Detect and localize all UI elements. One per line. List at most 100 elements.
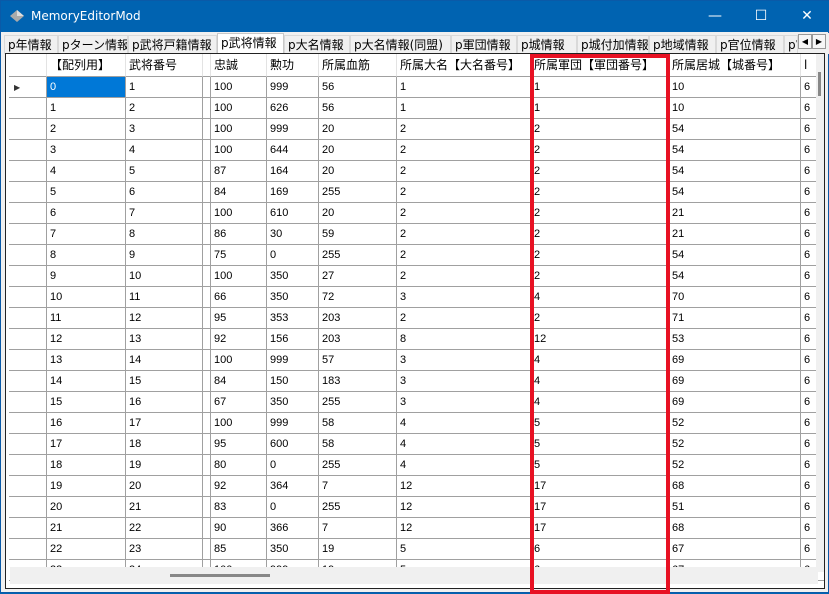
table-cell[interactable] <box>203 119 211 140</box>
table-cell[interactable]: 10 <box>47 287 126 308</box>
table-cell[interactable]: 56 <box>319 77 397 98</box>
row-header[interactable] <box>9 455 47 476</box>
table-cell[interactable]: 6 <box>801 77 824 98</box>
row-header[interactable]: ▶ <box>9 77 47 98</box>
table-cell[interactable]: 100 <box>211 98 267 119</box>
tab-6[interactable]: p軍団情報 <box>451 35 517 54</box>
table-cell[interactable]: 6 <box>801 392 824 413</box>
tab-11[interactable]: p官 <box>784 35 798 54</box>
tab-7[interactable]: p城情報 <box>517 35 577 54</box>
row-header[interactable] <box>9 392 47 413</box>
table-cell[interactable]: 0 <box>267 455 319 476</box>
table-cell[interactable]: 203 <box>319 308 397 329</box>
table-cell[interactable]: 1 <box>397 77 531 98</box>
table-cell[interactable]: 1 <box>47 98 126 119</box>
table-cell[interactable]: 52 <box>669 434 801 455</box>
table-cell[interactable]: 57 <box>319 350 397 371</box>
table-cell[interactable]: 100 <box>211 77 267 98</box>
table-cell[interactable]: 13 <box>47 350 126 371</box>
table-cell[interactable]: 2 <box>397 182 531 203</box>
table-cell[interactable]: 3 <box>397 350 531 371</box>
table-cell[interactable] <box>203 224 211 245</box>
column-header[interactable] <box>203 54 211 77</box>
row-header[interactable] <box>9 413 47 434</box>
table-cell[interactable]: 3 <box>397 371 531 392</box>
table-cell[interactable]: 6 <box>126 182 203 203</box>
table-cell[interactable]: 100 <box>211 266 267 287</box>
table-cell[interactable]: 18 <box>126 434 203 455</box>
table-cell[interactable]: 6 <box>801 434 824 455</box>
table-cell[interactable]: 6 <box>801 245 824 266</box>
table-cell[interactable]: 4 <box>397 434 531 455</box>
table-cell[interactable]: 86 <box>211 224 267 245</box>
table-cell[interactable]: 11 <box>47 308 126 329</box>
table-cell[interactable]: 9 <box>126 245 203 266</box>
table-cell[interactable]: 8 <box>397 329 531 350</box>
row-header[interactable] <box>9 371 47 392</box>
table-cell[interactable]: 21 <box>47 518 126 539</box>
table-cell[interactable]: 5 <box>47 182 126 203</box>
table-cell[interactable]: 69 <box>669 350 801 371</box>
table-cell[interactable]: 27 <box>319 266 397 287</box>
table-cell[interactable]: 100 <box>211 140 267 161</box>
table-cell[interactable]: 22 <box>47 539 126 560</box>
table-cell[interactable]: 12 <box>397 476 531 497</box>
table-cell[interactable]: 20 <box>47 497 126 518</box>
table-cell[interactable]: 95 <box>211 308 267 329</box>
table-cell[interactable]: 5 <box>397 539 531 560</box>
table-cell[interactable] <box>203 266 211 287</box>
table-cell[interactable]: 100 <box>211 413 267 434</box>
table-cell[interactable]: 6 <box>801 476 824 497</box>
table-cell[interactable]: 2 <box>397 203 531 224</box>
tab-10[interactable]: p官位情報 <box>716 35 784 54</box>
table-cell[interactable]: 4 <box>47 161 126 182</box>
table-cell[interactable]: 610 <box>267 203 319 224</box>
row-header[interactable] <box>9 140 47 161</box>
table-cell[interactable]: 58 <box>319 434 397 455</box>
table-cell[interactable]: 59 <box>319 224 397 245</box>
row-header[interactable] <box>9 119 47 140</box>
maximize-button[interactable]: ☐ <box>754 8 768 24</box>
table-cell[interactable]: 2 <box>397 245 531 266</box>
table-cell[interactable]: 10 <box>126 266 203 287</box>
table-cell[interactable]: 20 <box>319 203 397 224</box>
table-cell[interactable]: 19 <box>319 539 397 560</box>
table-cell[interactable]: 6 <box>801 140 824 161</box>
table-cell[interactable]: 3 <box>126 119 203 140</box>
table-cell[interactable]: 6 <box>801 224 824 245</box>
table-cell[interactable]: 11 <box>126 287 203 308</box>
table-cell[interactable]: 4 <box>397 413 531 434</box>
table-cell[interactable]: 2 <box>397 224 531 245</box>
table-cell[interactable] <box>203 140 211 161</box>
table-cell[interactable]: 10 <box>669 98 801 119</box>
table-cell[interactable] <box>203 539 211 560</box>
table-cell[interactable]: 92 <box>211 476 267 497</box>
row-header[interactable] <box>9 161 47 182</box>
table-cell[interactable]: 21 <box>126 497 203 518</box>
row-header[interactable] <box>9 98 47 119</box>
table-cell[interactable]: 16 <box>126 392 203 413</box>
table-cell[interactable]: 8 <box>126 224 203 245</box>
table-cell[interactable]: 75 <box>211 245 267 266</box>
table-cell[interactable]: 183 <box>319 371 397 392</box>
table-cell[interactable]: 164 <box>267 161 319 182</box>
table-cell[interactable]: 255 <box>319 497 397 518</box>
row-header[interactable] <box>9 539 47 560</box>
table-cell[interactable]: 23 <box>126 539 203 560</box>
table-cell[interactable] <box>203 476 211 497</box>
table-cell[interactable]: 2 <box>126 98 203 119</box>
tab-scroll-left-icon[interactable]: ◀ <box>798 34 812 49</box>
table-cell[interactable]: 21 <box>669 203 801 224</box>
table-cell[interactable]: 6 <box>801 497 824 518</box>
table-cell[interactable]: 12 <box>397 497 531 518</box>
table-cell[interactable]: 3 <box>47 140 126 161</box>
table-cell[interactable]: 7 <box>126 203 203 224</box>
table-cell[interactable]: 100 <box>211 350 267 371</box>
table-cell[interactable]: 2 <box>397 266 531 287</box>
table-cell[interactable]: 53 <box>669 329 801 350</box>
table-cell[interactable]: 19 <box>47 476 126 497</box>
table-cell[interactable]: 18 <box>47 455 126 476</box>
table-cell[interactable]: 16 <box>47 413 126 434</box>
table-cell[interactable] <box>203 287 211 308</box>
table-cell[interactable]: 6 <box>801 119 824 140</box>
